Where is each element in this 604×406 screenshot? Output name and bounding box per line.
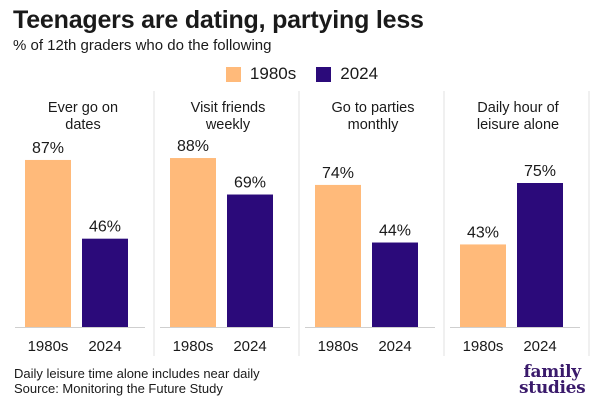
chart-title: Teenagers are dating, partying less [13,6,424,34]
bar-1980s [170,158,216,327]
x-tick-label: 2024 [523,338,556,355]
data-label: 46% [89,219,121,236]
legend-swatch-1980s [225,66,241,82]
legend: 1980s 2024 [0,63,604,85]
bar-1980s [25,159,71,327]
legend-swatch-2024 [316,66,332,82]
logo-line-1: family [523,362,582,382]
legend-label-1980s: 1980s [249,64,297,83]
data-label: 44% [379,223,411,240]
panel-title-line: Go to parties [331,100,414,116]
footnote-note: Daily leisure time alone includes near d… [14,366,260,381]
x-tick-label: 2024 [233,338,266,355]
panel-title-line: monthly [348,117,400,133]
data-label: 69% [234,175,266,192]
data-label: 74% [322,165,354,182]
data-label: 87% [32,140,64,157]
x-tick-label: 1980s [173,338,214,355]
logo-line-2: studies [519,378,586,398]
footnote-source: Source: Monitoring the Future Study [14,381,223,396]
bar-2024 [517,183,563,327]
bar-1980s [460,244,506,327]
family-studies-logo: family studies [519,362,586,398]
legend-item-2024: 2024 [316,64,378,84]
data-label: 88% [177,138,209,155]
x-tick-label: 2024 [378,338,411,355]
bar-2024 [227,194,273,327]
bar-1980s [315,184,361,327]
data-label: 75% [524,163,556,180]
panel-title-line: weekly [205,117,251,133]
chart-subtitle: % of 12th graders who do the following [13,37,272,54]
x-tick-label: 1980s [28,338,69,355]
bar-2024 [82,238,128,327]
bar-2024 [372,242,418,327]
panel-title-line: Visit friends [191,100,266,116]
panel-title-line: Daily hour of [477,100,559,116]
legend-label-2024: 2024 [340,64,379,83]
x-tick-label: 1980s [463,338,504,355]
panel-title-line: Ever go on [48,100,118,116]
legend-item-1980s: 1980s [225,64,297,84]
panel-title-line: leisure alone [477,117,559,133]
panel-title-line: dates [65,117,100,133]
x-tick-label: 1980s [318,338,359,355]
x-tick-label: 2024 [88,338,121,355]
footnote: Daily leisure time alone includes near d… [14,366,260,396]
data-label: 43% [467,224,499,241]
